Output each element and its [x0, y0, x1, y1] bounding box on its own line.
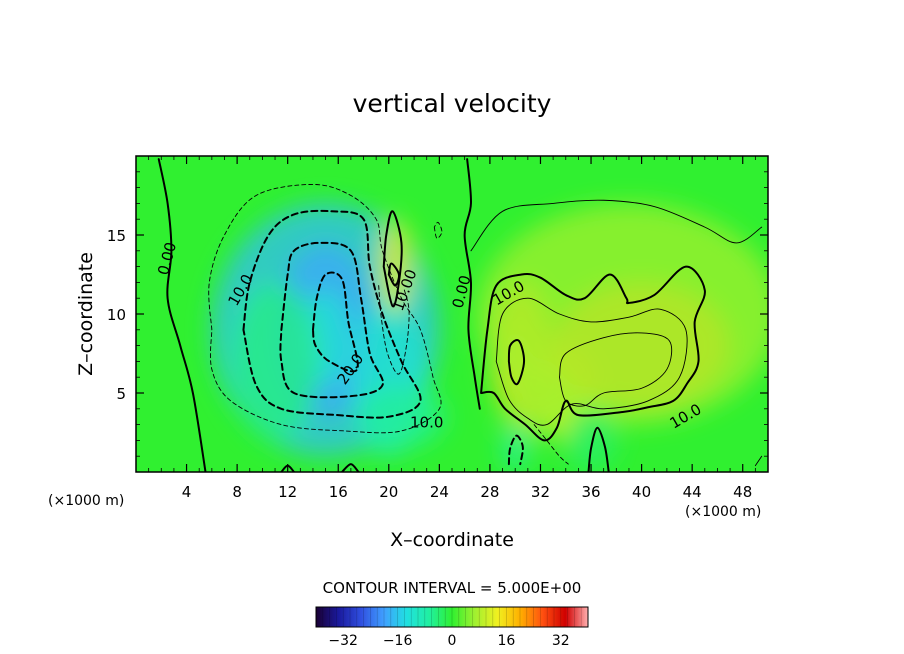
contour-line [587, 426, 610, 472]
contour-interval-text: CONTOUR INTERVAL = 5.000E+00 [323, 579, 582, 597]
x-tick-label: 44 [683, 483, 702, 501]
contour-line [387, 262, 400, 287]
contour-line [754, 455, 763, 467]
y-tick-label: 5 [116, 385, 126, 403]
x-tick-label: 48 [733, 483, 752, 501]
y-tick-label: 15 [107, 227, 126, 245]
contour-label: 10.0 [410, 414, 443, 432]
contour-line [558, 332, 673, 407]
contour-lines [157, 158, 763, 472]
velocity-blob [230, 282, 320, 441]
contour-line [533, 424, 569, 465]
contour-line [495, 297, 688, 426]
chart-title: vertical velocity [353, 89, 552, 118]
contour-line [311, 271, 359, 373]
x-tick-label: 40 [632, 483, 651, 501]
contour-line [480, 265, 706, 442]
contour-line [208, 183, 442, 434]
x-unit-left: (×1000 m) [48, 493, 124, 509]
colorbar-tick-label: −32 [328, 633, 358, 649]
x-tick-label: 32 [531, 483, 550, 501]
velocity-blob [357, 385, 446, 449]
x-tick-label: 20 [379, 483, 398, 501]
x-tick-label: 16 [329, 483, 348, 501]
x-tick-label: 4 [182, 483, 192, 501]
contour-line [279, 241, 384, 399]
colorbar-stripes [322, 607, 582, 627]
y-tick-label: 10 [107, 306, 126, 324]
x-axis-ticks: 4 8 12 16 20 24 28 32 36 40 44 48 [148, 156, 756, 501]
colorbar: −32 −16 0 16 32 [315, 606, 589, 649]
contour-line [341, 463, 360, 472]
contour-line [242, 209, 422, 419]
velocity-blob [502, 424, 528, 472]
colorbar-tick-label: 16 [497, 633, 515, 649]
velocity-blob [565, 408, 617, 472]
x-tick-label: 28 [480, 483, 499, 501]
contour-line [378, 285, 410, 375]
contour-line [157, 158, 207, 472]
x-tick-label: 36 [581, 483, 600, 501]
contour-line [463, 158, 481, 410]
colorbar-tick-label: −16 [383, 633, 413, 649]
colorbar-ticks: −32 −16 0 16 32 [328, 633, 569, 649]
contour-line [507, 434, 524, 466]
x-unit-right: (×1000 m) [685, 504, 761, 520]
x-tick-label: 12 [278, 483, 297, 501]
y-axis-ticks: 5 10 15 [107, 171, 768, 457]
contour-line [382, 210, 403, 308]
y-axis-label: Z–coordinate [75, 252, 97, 376]
x-tick-label: 24 [430, 483, 449, 501]
x-axis-label: X–coordinate [390, 529, 514, 551]
x-tick-label: 8 [232, 483, 242, 501]
colorbar-strip [315, 606, 589, 628]
contour-line [433, 221, 443, 239]
colorbar-tick-label: 0 [448, 633, 457, 649]
colorbar-tick-label: 32 [552, 633, 570, 649]
contour-line [470, 199, 763, 252]
contour-line [507, 339, 526, 386]
